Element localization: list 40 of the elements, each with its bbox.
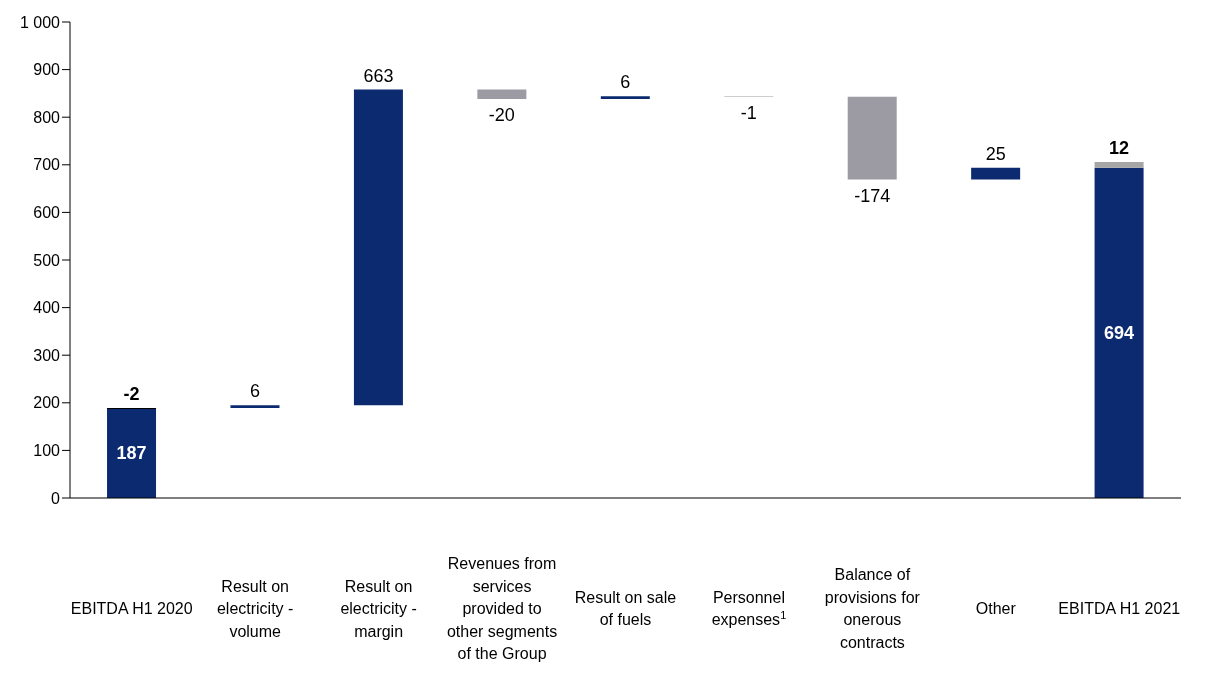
x-tick-label: EBITDA H1 2020 [70, 600, 193, 617]
x-tick-label: Result on electricity - volume [216, 577, 294, 640]
bar [847, 96, 897, 180]
y-tick-label: 200 [33, 394, 61, 412]
bar [971, 167, 1021, 180]
y-tick-label: 400 [33, 299, 61, 317]
data-label: 25 [985, 143, 1006, 164]
x-tick-label: Result on electricity - margin [340, 577, 417, 640]
bar [1094, 161, 1144, 168]
bar [477, 89, 527, 100]
data-label: -20 [488, 105, 515, 126]
data-label: -174 [854, 185, 891, 206]
data-label: 6 [620, 72, 631, 93]
x-tick-label: Result on sale of fuels [574, 588, 677, 629]
x-tick-label: EBITDA H1 2021 [1058, 600, 1181, 617]
data-label: -1 [740, 102, 757, 123]
y-tick-label: 0 [51, 489, 61, 507]
x-tick-label: Balance of provisions for onerous contracts [824, 566, 921, 651]
y-tick-label: 800 [33, 108, 61, 126]
data-label: -2 [123, 384, 140, 405]
bar [1094, 167, 1144, 498]
x-tick-label: Revenues from services provided to other segments of the Group [446, 555, 558, 662]
bar [353, 89, 403, 406]
x-tick-label: Other [975, 600, 1017, 617]
data-label: 12 [1109, 137, 1130, 158]
x-tick-label: Personnel expenses$^{1}$ [711, 588, 787, 629]
data-label: 694 [1104, 322, 1135, 343]
y-tick-label: 600 [33, 204, 61, 222]
bar [230, 405, 280, 409]
bar [600, 96, 650, 100]
y-tick-label: 900 [33, 61, 61, 79]
data-label: 187 [116, 443, 147, 464]
y-tick-label: 100 [33, 442, 61, 460]
data-label: 6 [249, 381, 260, 402]
y-tick-label: 300 [33, 346, 61, 364]
data-label: 663 [363, 65, 394, 86]
y-tick-label: 700 [33, 156, 61, 174]
y-tick-label: 500 [33, 251, 61, 269]
y-tick-label: 1 000 [19, 13, 61, 31]
bar [107, 408, 157, 498]
